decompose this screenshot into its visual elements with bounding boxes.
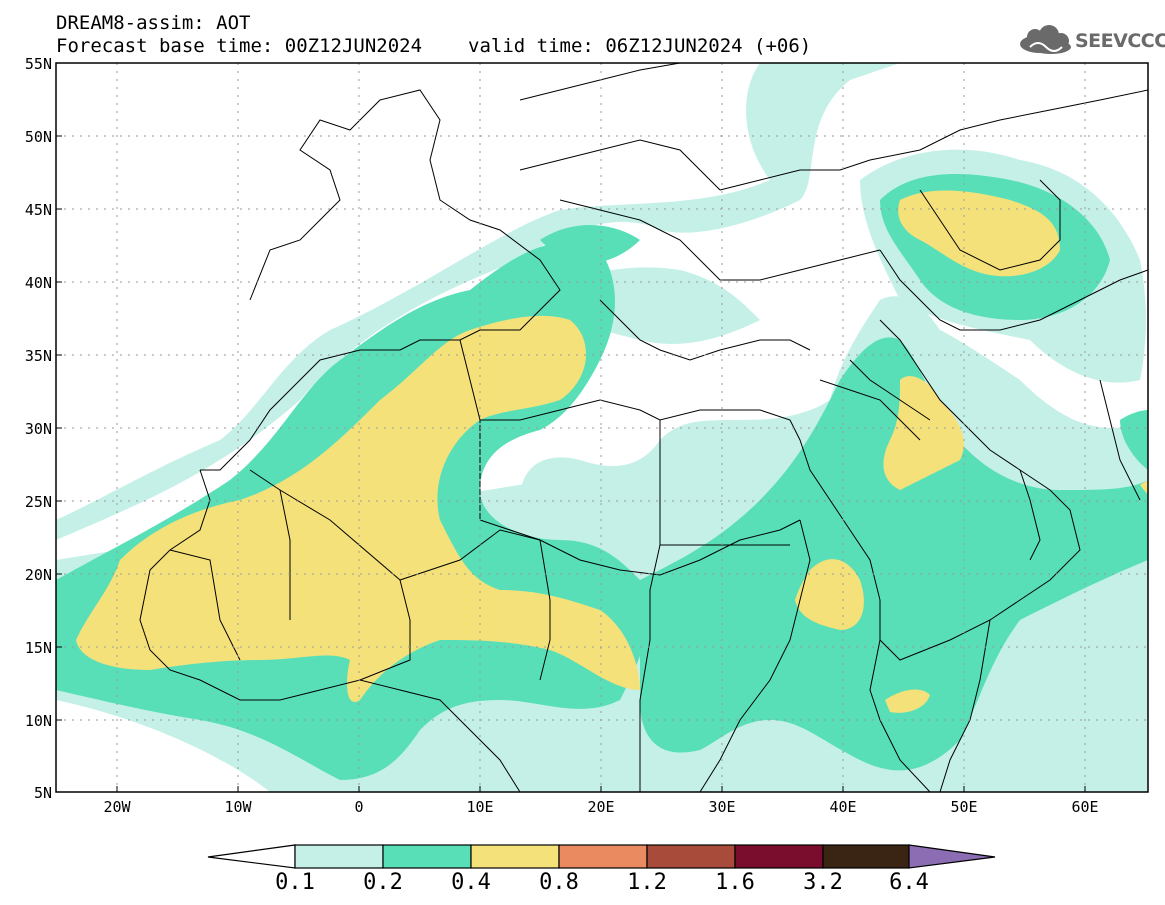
lat-label: 25N (24, 493, 52, 511)
colorbar-cell-2 (382, 844, 472, 869)
colorbar-label: 0.2 (363, 870, 403, 895)
map-title: DREAM8-assim: AOT (56, 12, 251, 34)
axis-ticks (56, 62, 1086, 793)
lat-label: 50N (24, 128, 52, 146)
colorbar-cell-6 (734, 844, 824, 869)
colorbar-cell-below (207, 844, 296, 869)
logo-text: SEEVCCC (1075, 30, 1165, 52)
valid-time: valid time: 06Z12JUN2024 (+06) (468, 35, 812, 57)
lat-label: 15N (24, 639, 52, 657)
colorbar (207, 844, 996, 869)
aot-band-0.4 (76, 190, 1148, 713)
lat-label: 55N (24, 55, 52, 73)
forecast-times: Forecast base time: 00Z12JUN2024 valid ti… (56, 35, 811, 57)
colorbar-cell-5 (646, 844, 736, 869)
lon-label: 20W (103, 798, 131, 816)
lon-label: 20E (587, 798, 615, 816)
lat-label: 35N (24, 347, 52, 365)
colorbar-cell-above (908, 844, 996, 869)
lon-label: 10E (466, 798, 494, 816)
lat-label: 20N (24, 566, 52, 584)
colorbar-label: 0.1 (275, 870, 315, 895)
colorbar-label: 3.2 (803, 870, 843, 895)
colorbar-cell-1 (294, 844, 384, 869)
lat-label: 45N (24, 201, 52, 219)
lat-label: 5N (33, 784, 52, 802)
lon-label: 40E (829, 798, 857, 816)
colorbar-cell-3 (470, 844, 560, 869)
cloud-icon (1020, 25, 1071, 54)
lon-label: 10W (224, 798, 252, 816)
lat-label: 30N (24, 420, 52, 438)
colorbar-cell-4 (558, 844, 648, 869)
colorbar-label: 1.6 (715, 870, 755, 895)
colorbar-label: 1.2 (627, 870, 667, 895)
lon-label: 30E (708, 798, 736, 816)
lat-label: 40N (24, 274, 52, 292)
lat-label: 10N (24, 712, 52, 730)
lon-label: 60E (1071, 798, 1099, 816)
country-borders (139, 63, 1148, 792)
colorbar-cell-7 (822, 844, 910, 869)
colorbar-label: 0.8 (539, 870, 579, 895)
colorbar-label: 0.4 (451, 870, 491, 895)
colorbar-label: 6.4 (889, 870, 929, 895)
base-time: Forecast base time: 00Z12JUN2024 (56, 35, 423, 57)
lon-label: 0 (354, 798, 364, 816)
lon-label: 50E (950, 798, 978, 816)
graticule (56, 63, 1148, 792)
